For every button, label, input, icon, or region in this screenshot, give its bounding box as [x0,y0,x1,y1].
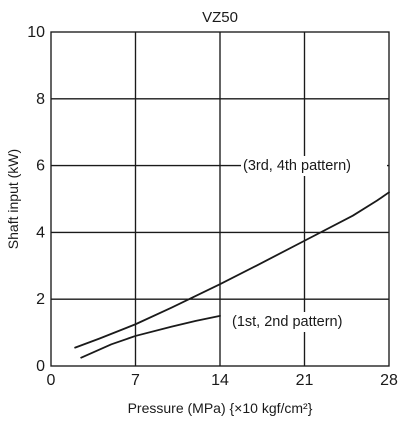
x-axis-label: Pressure (MPa) {×10 kgf/cm²} [128,400,313,416]
annotation-box-1st-2nd-pattern [230,312,382,332]
x-tick-label: 0 [47,372,56,389]
series-line-1st-2nd-pattern [80,315,221,359]
x-tick-label: 7 [131,372,140,389]
x-tick-label: 21 [296,372,314,389]
y-tick-label: 6 [36,158,45,175]
x-tick-label: 14 [211,372,229,389]
y-tick-label: 0 [36,358,45,375]
y-axis-label: Shaft input (kW) [5,149,21,249]
chart-title: VZ50 [202,9,238,26]
annotation-1st-2nd-pattern: (1st, 2nd pattern) [232,314,342,330]
plot-frame [50,31,390,367]
y-tick-label: 10 [27,24,45,41]
series-line-3rd-4th-pattern [74,191,390,349]
x-tick-label: 28 [380,372,398,389]
annotation-box-3rd-4th-pattern [241,156,387,176]
y-tick-label: 4 [36,224,45,241]
y-tick-label: 2 [36,291,45,308]
y-tick-label: 8 [36,91,45,108]
annotation-3rd-4th-pattern: (3rd, 4th pattern) [243,158,351,174]
